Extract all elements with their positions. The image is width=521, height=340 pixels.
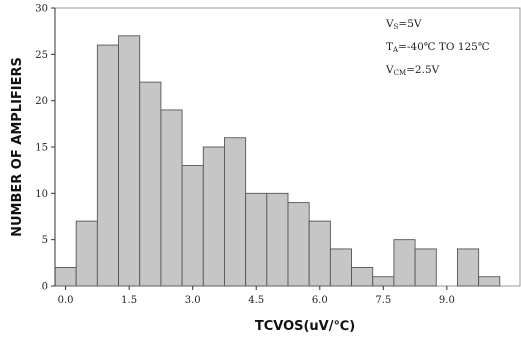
bar [372,276,395,287]
bar [457,248,480,287]
bar [160,109,183,287]
bar [266,192,289,287]
annotation-line: VS=5V [385,18,422,31]
bar [96,44,119,287]
bar [414,248,437,287]
bar [118,35,141,287]
y-tick-label: 30 [35,4,48,15]
bar [478,276,501,287]
y-tick-label: 0 [42,282,48,293]
bar [75,220,98,287]
y-tick-label: 20 [35,96,48,107]
y-tick-label: 25 [35,50,48,61]
bar [202,146,225,287]
bar [287,202,310,287]
x-tick-label: 4.5 [248,295,264,306]
annotation-line: TA=-40℃ TO 125℃ [386,41,490,54]
bar [393,239,416,287]
bar [54,267,77,287]
x-tick-label: 0.0 [58,295,74,306]
x-tick-label: 6.0 [312,295,328,306]
bar [329,248,352,287]
bar [224,137,247,287]
bar [245,192,268,287]
x-tick-label: 9.0 [439,295,455,306]
y-tick-label: 5 [42,235,48,246]
x-tick-label: 1.5 [121,295,137,306]
bar [139,81,162,287]
x-axis-label: TCVOS(uV/℃) [255,319,355,334]
y-axis-label: NUMBER OF AMPLIFIERS [10,57,25,237]
y-tick-label: 15 [35,143,48,154]
bar [181,165,204,287]
annotation-line: VCM=2.5V [385,64,440,77]
bars [54,35,501,287]
bar [308,220,331,287]
x-tick-label: 7.5 [375,295,391,306]
bar [351,267,374,287]
x-tick-label: 3.0 [185,295,201,306]
x-ticks: 0.0 1.5 3.0 4.5 6.0 7.5 9.0 [58,286,455,306]
y-tick-label: 10 [35,189,48,200]
annotations: VS=5V TA=-40℃ TO 125℃ VCM=2.5V [385,18,490,77]
y-ticks: 0 5 10 15 20 25 30 [35,4,55,293]
